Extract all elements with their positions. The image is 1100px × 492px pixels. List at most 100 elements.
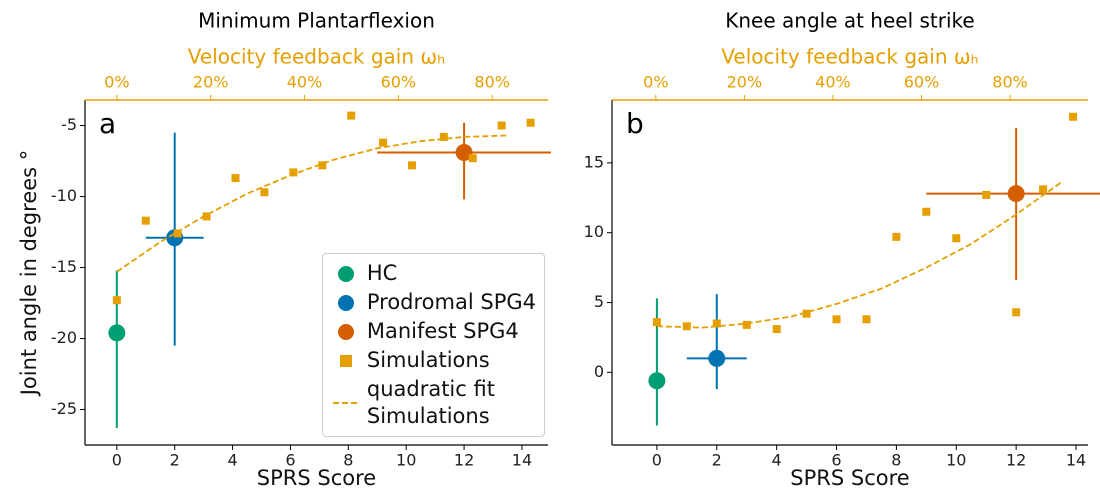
fit-line bbox=[656, 181, 1062, 329]
simulation-point bbox=[439, 132, 448, 141]
legend-marker bbox=[337, 323, 354, 340]
simulation-point bbox=[202, 212, 211, 221]
x2-tick-label: 0% bbox=[643, 73, 668, 92]
data-point bbox=[708, 349, 726, 367]
legend-marker bbox=[337, 265, 354, 282]
x-tick-label: 12 bbox=[454, 451, 474, 470]
x-tick-label: 4 bbox=[772, 451, 782, 470]
x2-tick-label: 60% bbox=[904, 73, 940, 92]
x2-tick-label: 80% bbox=[992, 73, 1028, 92]
simulation-point bbox=[141, 216, 150, 225]
simulation-point bbox=[982, 190, 991, 199]
x-tick-label: 6 bbox=[831, 451, 841, 470]
fit-line bbox=[116, 134, 508, 273]
legend-label: Simulations bbox=[366, 348, 490, 372]
chart-title: Knee angle at heel strike bbox=[725, 9, 974, 33]
legend-label: Manifest SPG4 bbox=[366, 319, 519, 343]
panel-label: b bbox=[626, 107, 644, 140]
y-tick-label: -15 bbox=[51, 257, 77, 276]
simulation-point bbox=[952, 234, 961, 243]
legend-swatch bbox=[337, 323, 354, 340]
legend-swatch bbox=[332, 402, 359, 404]
x-tick-label: 8 bbox=[891, 451, 901, 470]
x2-tick-label: 20% bbox=[727, 73, 763, 92]
x2-tick-label: 40% bbox=[815, 73, 851, 92]
simulation-point bbox=[802, 309, 811, 318]
x-axis-label: SPRS Score bbox=[790, 466, 909, 490]
legend-label: quadratic fit Simulations bbox=[366, 377, 495, 428]
simulation-point bbox=[173, 229, 182, 238]
x-tick-label: 4 bbox=[227, 451, 237, 470]
data-point bbox=[455, 144, 473, 162]
simulation-point bbox=[1069, 112, 1078, 121]
legend-marker bbox=[339, 354, 352, 367]
legend-entry: Simulations bbox=[333, 347, 536, 374]
y-tick-label: -5 bbox=[61, 115, 77, 134]
x2-axis-label: Velocity feedback gain ωₕ bbox=[721, 45, 978, 69]
simulation-point bbox=[112, 296, 121, 305]
simulation-point bbox=[231, 174, 240, 183]
x-tick-label: 10 bbox=[396, 451, 416, 470]
legend-marker bbox=[337, 294, 354, 311]
simulation-point bbox=[772, 325, 781, 334]
simulation-point bbox=[1012, 308, 1021, 317]
legend-entry: quadratic fit Simulations bbox=[332, 376, 536, 430]
y-tick-label: -25 bbox=[51, 399, 77, 418]
x-tick-label: 0 bbox=[652, 451, 662, 470]
chart-title: Minimum Plantarflexion bbox=[198, 9, 435, 33]
simulation-point bbox=[652, 318, 661, 327]
y-tick-label: 5 bbox=[594, 292, 604, 311]
legend-entry: Manifest SPG4 bbox=[333, 318, 536, 345]
simulation-point bbox=[1039, 185, 1048, 194]
x-tick-label: 14 bbox=[1066, 451, 1086, 470]
x2-tick-label: 20% bbox=[193, 73, 229, 92]
simulation-point bbox=[289, 168, 298, 177]
simulation-point bbox=[742, 320, 751, 329]
simulation-point bbox=[318, 161, 327, 170]
panel-label: a bbox=[99, 107, 116, 140]
x2-axis-label: Velocity feedback gain ωₕ bbox=[188, 45, 445, 69]
legend-label: Prodromal SPG4 bbox=[366, 290, 536, 314]
simulation-point bbox=[260, 188, 269, 197]
simulation-point bbox=[712, 319, 721, 328]
legend-swatch bbox=[339, 354, 352, 367]
simulation-point bbox=[922, 207, 931, 216]
x-tick-label: 2 bbox=[170, 451, 180, 470]
y-tick-label: 0 bbox=[594, 362, 604, 381]
simulation-point bbox=[892, 232, 901, 241]
x-tick-label: 6 bbox=[285, 451, 295, 470]
legend-label: HC bbox=[366, 261, 398, 285]
y-tick-label: -10 bbox=[51, 186, 77, 205]
x-tick-label: 14 bbox=[512, 451, 532, 470]
x-tick-label: 10 bbox=[946, 451, 966, 470]
simulation-point bbox=[682, 322, 691, 331]
x2-tick-label: 0% bbox=[104, 73, 129, 92]
y-tick-label: 10 bbox=[584, 222, 604, 241]
legend-entry: Prodromal SPG4 bbox=[333, 289, 536, 316]
x2-tick-label: 80% bbox=[474, 73, 510, 92]
simulation-point bbox=[832, 315, 841, 324]
x2-tick-label: 40% bbox=[287, 73, 323, 92]
x-tick-label: 12 bbox=[1006, 451, 1026, 470]
simulation-point bbox=[347, 111, 356, 120]
simulation-point bbox=[407, 161, 416, 170]
simulation-point bbox=[379, 138, 388, 147]
legend-entry: HC bbox=[333, 260, 536, 287]
data-point bbox=[648, 372, 666, 390]
simulation-point bbox=[468, 154, 477, 163]
simulation-point bbox=[862, 315, 871, 324]
x2-tick-label: 60% bbox=[381, 73, 417, 92]
legend-swatch bbox=[337, 294, 354, 311]
x-axis-label: SPRS Score bbox=[257, 466, 376, 490]
legend-swatch bbox=[337, 265, 354, 282]
simulation-point bbox=[497, 121, 506, 130]
y-axis-label: Joint angle in degrees ° bbox=[17, 150, 41, 398]
x-tick-label: 2 bbox=[712, 451, 722, 470]
x-tick-label: 0 bbox=[112, 451, 122, 470]
x-tick-label: 8 bbox=[343, 451, 353, 470]
simulation-point bbox=[526, 118, 535, 127]
data-point bbox=[108, 324, 126, 342]
y-tick-label: -20 bbox=[51, 328, 77, 347]
